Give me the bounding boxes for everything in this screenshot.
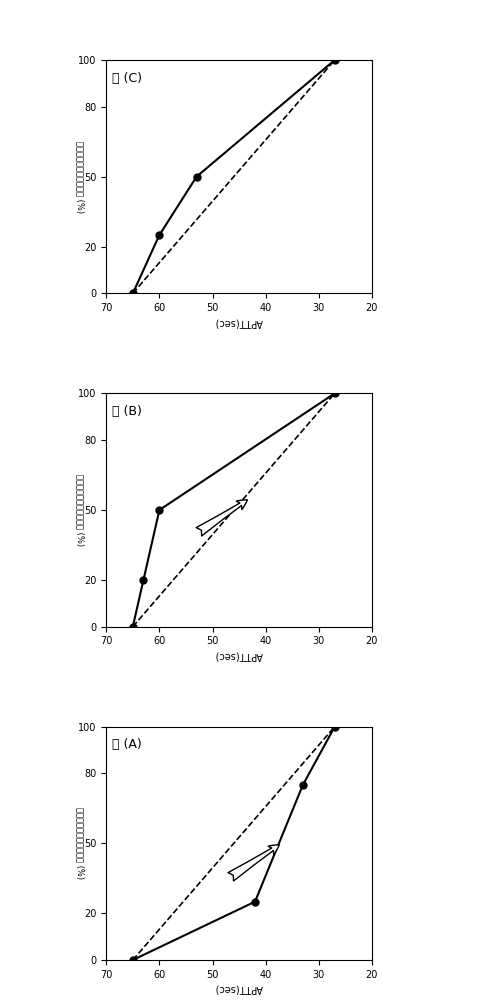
X-axis label: APTT(sec): APTT(sec) xyxy=(215,651,263,661)
Y-axis label: 混合后的正常血浆的比例 (%): 混合后的正常血浆的比例 (%) xyxy=(75,141,85,213)
Y-axis label: 混合后的正常血浆的比例 (%): 混合后的正常血浆的比例 (%) xyxy=(75,807,85,879)
Y-axis label: 混合后的正常血浆的比例 (%): 混合后的正常血浆的比例 (%) xyxy=(75,474,85,546)
X-axis label: APTT(sec): APTT(sec) xyxy=(215,984,263,994)
Text: 图 (B): 图 (B) xyxy=(112,405,142,418)
Text: 图 (C): 图 (C) xyxy=(112,72,142,85)
Text: 图 (A): 图 (A) xyxy=(112,738,142,751)
X-axis label: APTT(sec): APTT(sec) xyxy=(215,317,263,327)
